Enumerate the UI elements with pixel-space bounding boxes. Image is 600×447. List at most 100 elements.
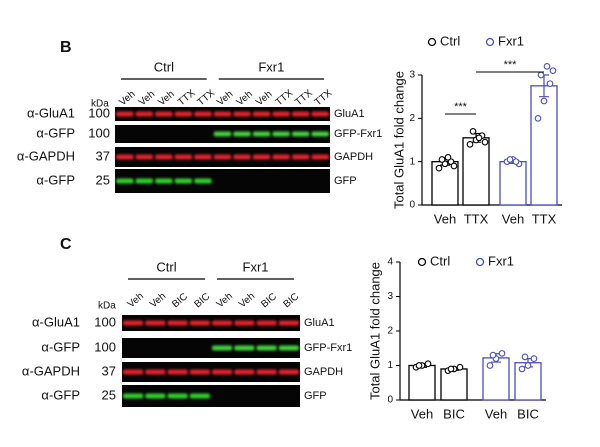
band <box>234 369 255 375</box>
band <box>167 369 188 375</box>
data-point <box>530 355 538 362</box>
data-point <box>466 140 474 148</box>
y-tick-label: 2 <box>409 113 415 124</box>
data-point <box>512 158 520 166</box>
data-point <box>438 156 446 163</box>
band-label: GluA1 <box>334 108 365 120</box>
bar <box>408 364 436 401</box>
band <box>213 131 232 137</box>
x-tick-label: Veh <box>502 211 524 226</box>
legend-label: Ctrl <box>430 253 450 268</box>
band-label: GluA1 <box>304 317 335 329</box>
y-tick-label: 3 <box>409 70 415 81</box>
band <box>311 111 329 117</box>
y-tick-label: 1 <box>387 360 393 371</box>
data-point <box>475 134 483 142</box>
band <box>272 154 290 160</box>
bar <box>440 368 468 401</box>
panel-label: C <box>60 236 72 253</box>
lane-label: TTX <box>293 88 315 109</box>
band <box>167 320 188 326</box>
band <box>252 154 271 160</box>
band <box>123 393 144 399</box>
kda-label: 100 <box>94 314 116 329</box>
antibody-label: α-GluA1 <box>27 105 75 120</box>
band <box>194 111 212 117</box>
band <box>311 131 329 137</box>
band <box>234 345 255 351</box>
legend-label: Ctrl <box>440 33 460 48</box>
lane-label: BIC <box>192 291 212 310</box>
band <box>233 154 251 160</box>
kda-label: 100 <box>94 339 116 354</box>
x-tick-label: BIC <box>443 406 465 421</box>
data-point <box>524 362 532 369</box>
band <box>291 131 310 137</box>
data-point <box>444 153 452 161</box>
x-tick-label: TTX <box>464 211 489 226</box>
kda-label: 100 <box>88 125 110 140</box>
band <box>212 369 233 375</box>
bar <box>514 362 542 401</box>
kda-header: kDa <box>98 301 116 312</box>
band <box>272 111 290 117</box>
band <box>233 131 251 137</box>
band <box>278 345 299 351</box>
band <box>116 154 134 160</box>
band <box>256 345 277 351</box>
legend-marker <box>475 257 485 267</box>
lane-label: Veh <box>215 291 235 311</box>
lane-label: BIC <box>170 291 190 310</box>
lane-label: TTX <box>196 88 218 109</box>
band <box>123 369 144 375</box>
band <box>155 154 173 160</box>
y-tick-label: 2 <box>387 326 393 337</box>
band <box>291 111 310 117</box>
antibody-label: α-GFP <box>41 339 80 354</box>
y-axis-label: Total GluA1 fold change <box>391 71 406 209</box>
x-tick-label: BIC <box>517 406 539 421</box>
panel-label: B <box>60 39 72 56</box>
group-label: Ctrl <box>154 59 174 74</box>
band <box>189 320 210 326</box>
y-tick-label: 4 <box>387 257 393 268</box>
x-tick-label: TTX <box>532 211 557 226</box>
band <box>116 178 134 184</box>
legend-label: Fxr1 <box>498 33 524 48</box>
lane-label: TTX <box>176 88 198 109</box>
antibody-label: α-GAPDH <box>22 363 80 378</box>
y-tick-label: 3 <box>387 291 393 302</box>
data-point <box>415 362 423 369</box>
data-point <box>540 97 548 105</box>
lane-label: TTX <box>313 88 335 109</box>
data-point <box>498 350 506 357</box>
bar <box>499 161 527 206</box>
band <box>278 369 299 375</box>
lane-label: Veh <box>235 89 255 109</box>
data-point <box>456 363 464 371</box>
group-label: Fxr1 <box>258 59 284 74</box>
band <box>189 369 210 375</box>
band <box>174 178 193 184</box>
kda-label: 37 <box>102 363 116 378</box>
band <box>212 345 233 351</box>
blot-strip <box>122 315 300 331</box>
data-point <box>489 351 497 359</box>
data-point <box>537 71 545 79</box>
band <box>174 111 193 117</box>
band-label: GFP <box>334 175 357 187</box>
kda-header: kDa <box>91 99 109 110</box>
lane-label: TTX <box>274 88 296 109</box>
data-point <box>447 365 455 373</box>
band-label: GAPDH <box>334 151 373 163</box>
band <box>155 178 173 184</box>
band <box>194 154 212 160</box>
band <box>135 178 154 184</box>
y-tick-label: 1 <box>409 156 415 167</box>
kda-label: 100 <box>88 105 110 120</box>
band <box>145 320 166 326</box>
data-point <box>546 80 554 88</box>
band-label: GAPDH <box>304 366 343 378</box>
significance-label: *** <box>454 101 468 113</box>
